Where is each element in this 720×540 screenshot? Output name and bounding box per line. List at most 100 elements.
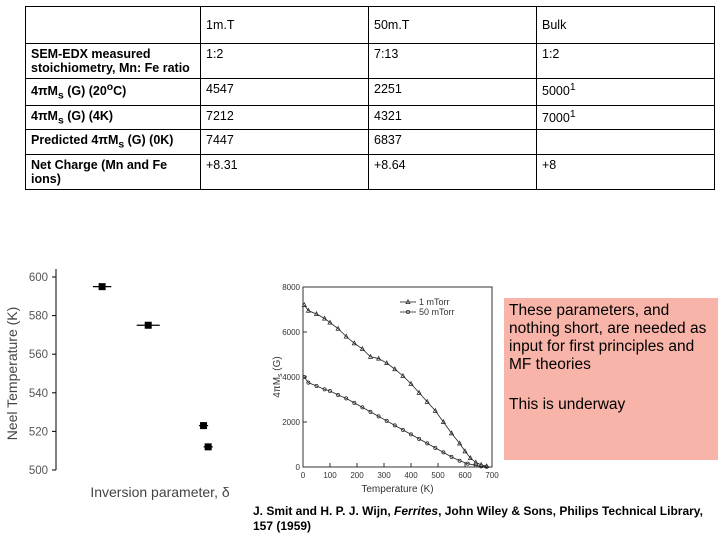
- data-point: [409, 432, 413, 437]
- legend-label: 50 mTorr: [419, 307, 455, 317]
- data-point: [352, 400, 357, 405]
- x-axis-label: Inversion parameter, δ: [90, 484, 230, 500]
- data-point: [473, 463, 478, 468]
- table-cell: 7:13: [368, 43, 537, 79]
- y-tick-label: 8000: [282, 283, 300, 292]
- data-point: [313, 311, 320, 316]
- data-point: [306, 380, 311, 385]
- x-tick-label: 600: [458, 471, 472, 480]
- data-point: [301, 302, 307, 307]
- table-row: 4πMs (G) (20oC) 4547 2251 50001: [25, 78, 715, 106]
- data-point: [314, 384, 319, 388]
- data-point: [335, 325, 341, 331]
- table-cell: 7212: [200, 104, 369, 131]
- table-cell: 2251: [368, 78, 537, 106]
- data-point: [433, 445, 438, 450]
- x-tick-label: 500: [431, 471, 445, 480]
- y-tick-label: 580: [29, 311, 48, 323]
- row-label-ms-20c: 4πMs (G) (20oC): [25, 78, 201, 106]
- y-tick-label: 4000: [282, 373, 300, 382]
- data-point: [360, 405, 365, 410]
- table-cell: 4547: [200, 78, 369, 106]
- citation-title: Ferrites: [394, 504, 439, 518]
- data-point: [441, 450, 446, 455]
- y-tick-label: 6000: [282, 328, 300, 337]
- data-point: [425, 441, 430, 446]
- data-point: [200, 422, 208, 430]
- parameter-table: 1m.T 50m.T Bulk SEM-EDX measured stoichi…: [25, 6, 715, 190]
- data-point: [440, 419, 446, 424]
- data-point: [384, 360, 390, 365]
- table-cell: +8.64: [368, 153, 537, 190]
- data-point: [424, 398, 430, 404]
- data-point: [408, 380, 414, 386]
- data-point: [328, 389, 332, 393]
- note-text: These parameters, and nothing short, are…: [509, 302, 707, 373]
- x-axis-label: Temperature (K): [361, 484, 433, 495]
- y-axis-label: Neel Temperature (K): [4, 307, 20, 441]
- table-cell: 70001: [536, 104, 715, 131]
- table-cell: +8.31: [200, 153, 369, 190]
- data-point: [400, 427, 405, 432]
- x-tick-label: 300: [377, 471, 391, 480]
- data-point: [432, 407, 438, 413]
- x-tick-label: 200: [350, 471, 364, 480]
- y-tick-label: 560: [29, 349, 48, 361]
- data-point: [368, 409, 373, 414]
- legend-marker: [405, 299, 411, 304]
- data-point: [367, 353, 374, 359]
- data-point: [98, 283, 106, 291]
- legend-label: 1 mTorr: [419, 297, 450, 307]
- data-point: [327, 319, 333, 325]
- data-point: [400, 372, 406, 378]
- row-label-net-charge: Net Charge (Mn and Fe ions): [25, 153, 201, 190]
- table-cell: 4321: [368, 104, 537, 131]
- y-tick-label: 600: [29, 272, 48, 284]
- x-tick-label: 400: [404, 471, 418, 480]
- note-status: This is underway: [509, 396, 626, 413]
- data-point: [351, 340, 357, 346]
- data-point: [302, 375, 307, 379]
- y-tick-label: 500: [29, 465, 48, 477]
- x-tick-label: 0: [301, 471, 306, 480]
- data-point: [392, 423, 397, 428]
- data-point: [479, 464, 484, 469]
- data-point: [462, 448, 468, 454]
- data-point: [359, 345, 365, 351]
- legend-marker: [406, 310, 410, 314]
- citation: J. Smit and H. P. J. Wijn, Ferrites, Joh…: [253, 504, 703, 533]
- table-cell: 6837: [368, 129, 537, 155]
- y-tick-label: 520: [29, 426, 48, 438]
- x-tick-label: 700: [485, 471, 499, 480]
- column-header-bulk: Bulk: [536, 6, 715, 44]
- y-tick-label: 540: [29, 388, 48, 400]
- data-point: [322, 387, 327, 392]
- note-box: These parameters, and nothing short, are…: [504, 298, 718, 460]
- data-point: [336, 393, 341, 397]
- table-cell: 7447: [200, 129, 369, 155]
- data-point: [465, 461, 470, 466]
- data-point: [467, 455, 473, 460]
- data-point: [384, 418, 389, 423]
- table-row: SEM-EDX measured stoichiometry, Mn: Fe r…: [25, 43, 715, 79]
- table-row: Net Charge (Mn and Fe ions) +8.31 +8.64 …: [25, 153, 715, 190]
- data-point: [457, 440, 463, 446]
- data-point: [457, 458, 462, 463]
- y-axis-label: 4πMs (G): [272, 356, 284, 398]
- table-row: 4πMs (G) (4K) 7212 4321 70001: [25, 104, 715, 131]
- y-tick-label: 0: [296, 463, 301, 472]
- data-point: [344, 396, 349, 401]
- data-point: [417, 436, 422, 441]
- data-point: [484, 464, 489, 469]
- series-line-50mtorr: [304, 376, 487, 468]
- data-point: [305, 307, 311, 313]
- data-point: [376, 414, 381, 419]
- table-cell: 50001: [536, 78, 715, 106]
- table-cell: 1:2: [536, 43, 715, 79]
- data-point: [204, 443, 212, 451]
- data-point: [448, 430, 455, 436]
- data-point: [376, 355, 382, 361]
- data-point: [416, 389, 422, 395]
